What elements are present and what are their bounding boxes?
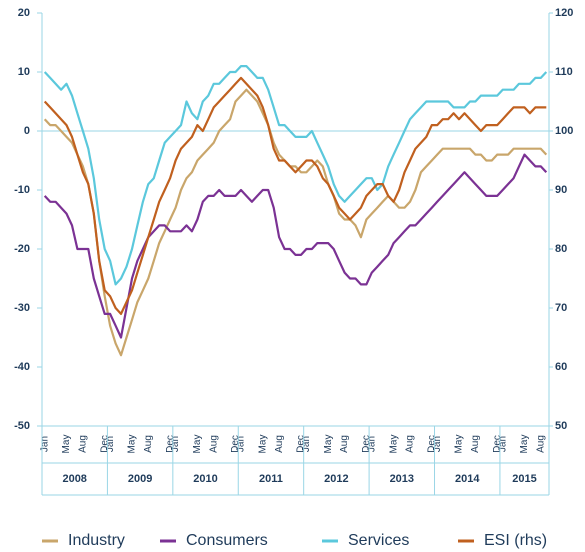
legend-label: ESI (rhs)	[484, 532, 547, 549]
y-tick-label: -40	[14, 361, 30, 373]
x-tick-label: May	[519, 435, 530, 454]
x-tick-label: Jan	[105, 436, 116, 452]
y-tick-label: -10	[14, 184, 30, 196]
x-tick-label: Aug	[339, 435, 350, 453]
series-line	[43, 76, 547, 315]
x-tick-label: Dec	[165, 435, 176, 453]
x-tick-label: May	[454, 435, 465, 454]
year-label: 2011	[259, 473, 283, 485]
x-tick-label: Aug	[405, 435, 416, 453]
year-label: 2009	[128, 473, 152, 485]
x-tick-label: Dec	[492, 435, 503, 453]
x-tick-label: Dec	[99, 435, 110, 453]
y-tick-label: -30	[14, 302, 30, 314]
x-tick-label: Aug	[78, 435, 89, 453]
x-tick-label: Jan	[39, 436, 50, 452]
x-tick-label: Aug	[470, 435, 481, 453]
y2-tick-label: 60	[555, 361, 567, 373]
x-tick-label: Aug	[143, 435, 154, 453]
x-tick-label: May	[61, 435, 72, 454]
series-line	[43, 88, 548, 357]
y2-tick-label: 70	[555, 302, 567, 314]
series-line	[43, 153, 548, 339]
x-tick-label: Aug	[274, 435, 285, 453]
y2-tick-label: 80	[555, 243, 567, 255]
y-tick-label: 20	[18, 7, 30, 19]
x-tick-label: Jan	[497, 436, 508, 452]
x-tick-label: Jan	[236, 436, 247, 452]
y-tick-label: -20	[14, 243, 30, 255]
x-tick-label: Jan	[301, 436, 312, 452]
legend-label: Industry	[68, 532, 125, 549]
x-tick-label: Dec	[296, 435, 307, 453]
y2-tick-label: 90	[555, 184, 567, 196]
year-label: 2012	[324, 473, 348, 485]
year-label: 2008	[62, 473, 86, 485]
y2-tick-label: 110	[555, 66, 573, 78]
legend-label: Services	[348, 532, 409, 549]
x-tick-label: Jan	[432, 436, 443, 452]
x-tick-label: Dec	[426, 435, 437, 453]
x-tick-label: May	[257, 435, 268, 454]
x-tick-label: Jan	[366, 436, 377, 452]
y-tick-label: 10	[18, 66, 30, 78]
x-tick-label: Dec	[361, 435, 372, 453]
year-label: 2010	[193, 473, 217, 485]
y-tick-label: 0	[24, 125, 30, 137]
x-tick-label: Dec	[230, 435, 241, 453]
y2-tick-label: 100	[555, 125, 573, 137]
x-tick-label: May	[192, 435, 203, 454]
year-label: 2015	[512, 473, 536, 485]
year-label: 2014	[455, 473, 480, 485]
x-tick-label: May	[127, 435, 138, 454]
year-label: 2013	[390, 473, 414, 485]
x-tick-label: Aug	[208, 435, 219, 453]
x-tick-label: May	[388, 435, 399, 454]
series-line	[43, 65, 548, 286]
x-tick-label: May	[323, 435, 334, 454]
legend-label: Consumers	[186, 532, 268, 549]
y-tick-label: -50	[14, 420, 30, 432]
x-tick-label: Jan	[170, 436, 181, 452]
y2-tick-label: 120	[555, 7, 573, 19]
y2-tick-label: 50	[555, 420, 567, 432]
x-tick-label: Aug	[535, 435, 546, 453]
